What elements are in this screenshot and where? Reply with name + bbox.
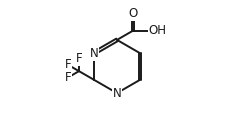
Text: N: N: [113, 87, 121, 100]
Text: F: F: [65, 71, 71, 84]
Text: F: F: [76, 52, 82, 65]
Text: OH: OH: [148, 24, 166, 37]
Text: O: O: [128, 7, 138, 20]
Text: F: F: [65, 58, 71, 71]
Text: N: N: [90, 47, 98, 60]
